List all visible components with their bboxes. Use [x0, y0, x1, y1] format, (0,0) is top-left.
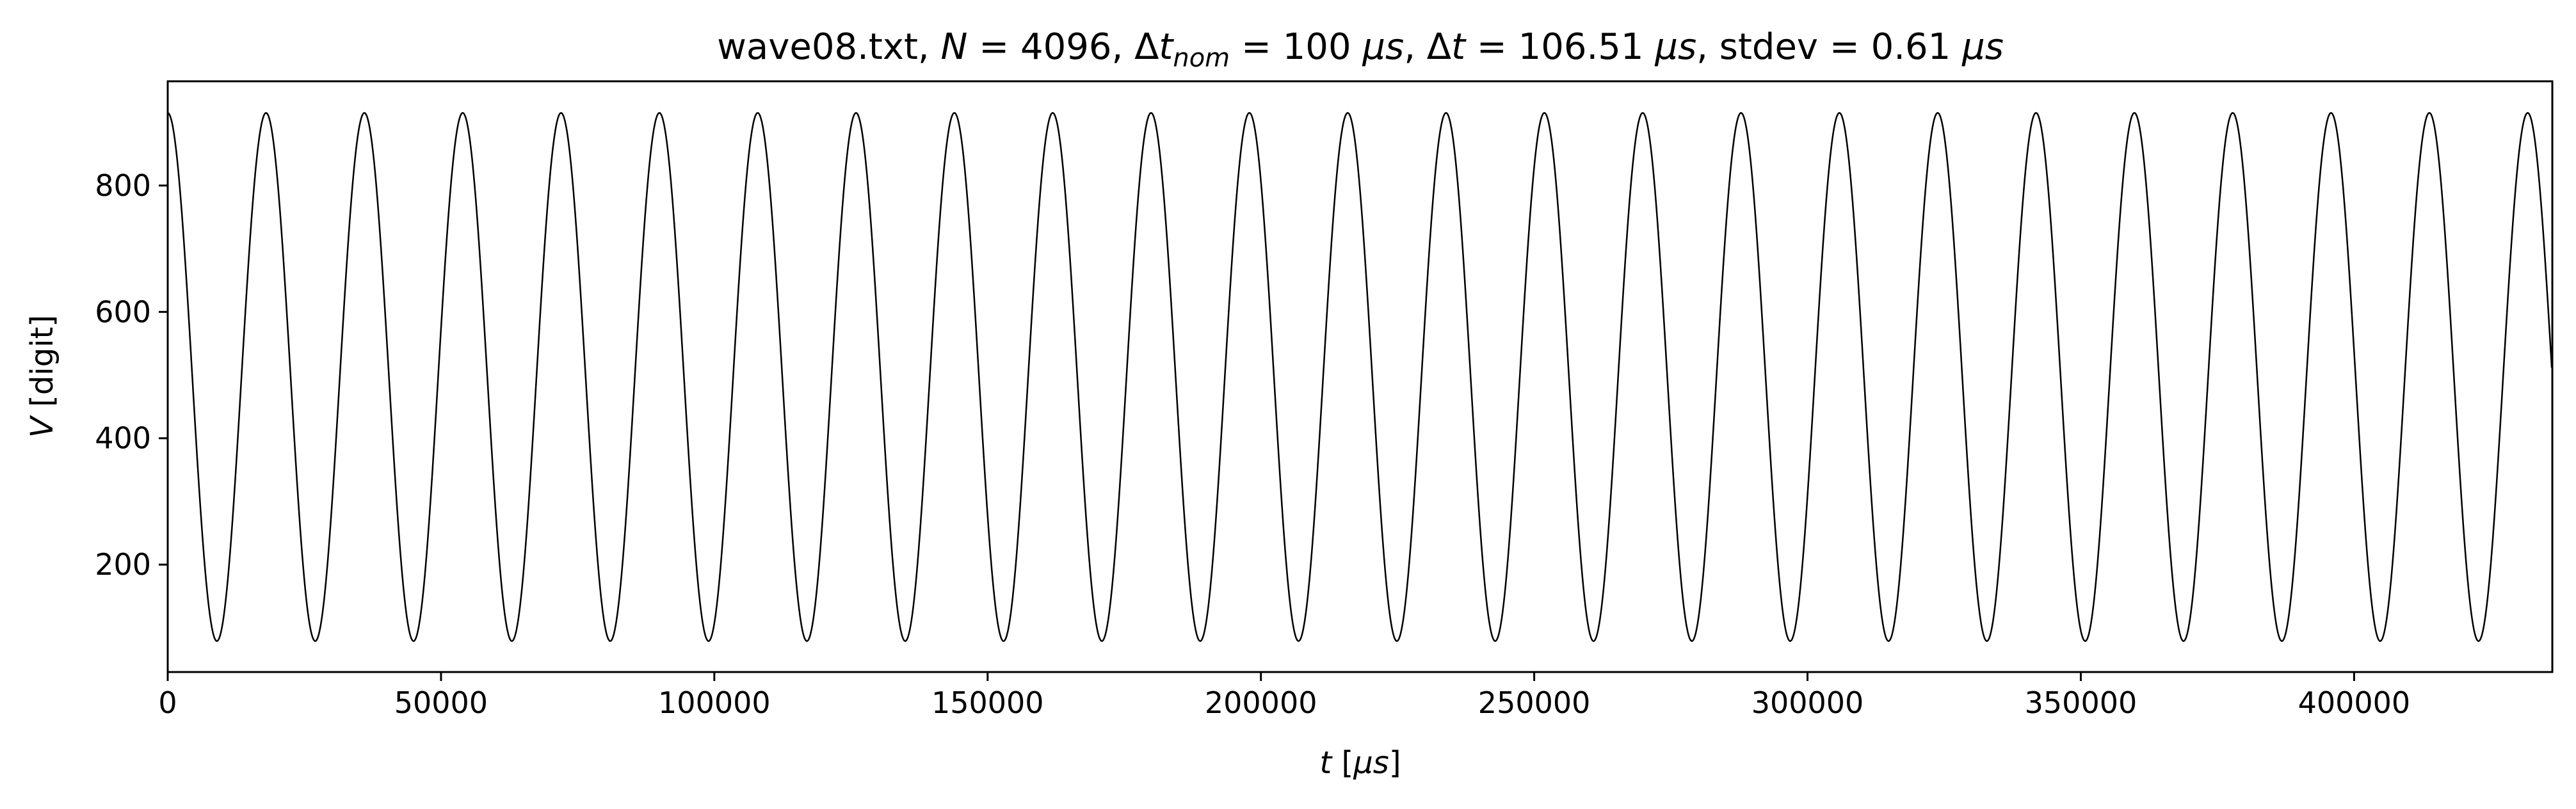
x-axis-label: t [μs] [1319, 745, 1401, 781]
x-tick-label: 200000 [1205, 685, 1317, 720]
y-axis-label: V [digit] [24, 315, 60, 438]
x-tick-label: 300000 [1751, 685, 1864, 720]
x-tick-label: 100000 [658, 685, 771, 720]
x-tick-label: 350000 [2025, 685, 2137, 720]
y-tick-label: 800 [95, 168, 151, 203]
signal-line [168, 112, 2552, 642]
x-tick-label: 150000 [931, 685, 1044, 720]
plot-frame [166, 80, 2554, 673]
y-tick-label: 200 [95, 547, 151, 582]
y-axis: 200 400 600 800 [95, 168, 168, 582]
x-tick-label: 400000 [2298, 685, 2411, 720]
x-axis: 0 50000 100000 150000 200000 250000 300000 3500… [158, 672, 2410, 720]
chart-title: wave08.txt, N = 4096, Δtnom = 100 μs, Δt… [717, 26, 2004, 73]
y-tick-label: 400 [95, 421, 151, 456]
x-tick-label: 50000 [394, 685, 488, 720]
x-tick-label: 0 [158, 685, 177, 720]
y-tick-label: 600 [95, 294, 151, 329]
x-tick-label: 250000 [1478, 685, 1591, 720]
